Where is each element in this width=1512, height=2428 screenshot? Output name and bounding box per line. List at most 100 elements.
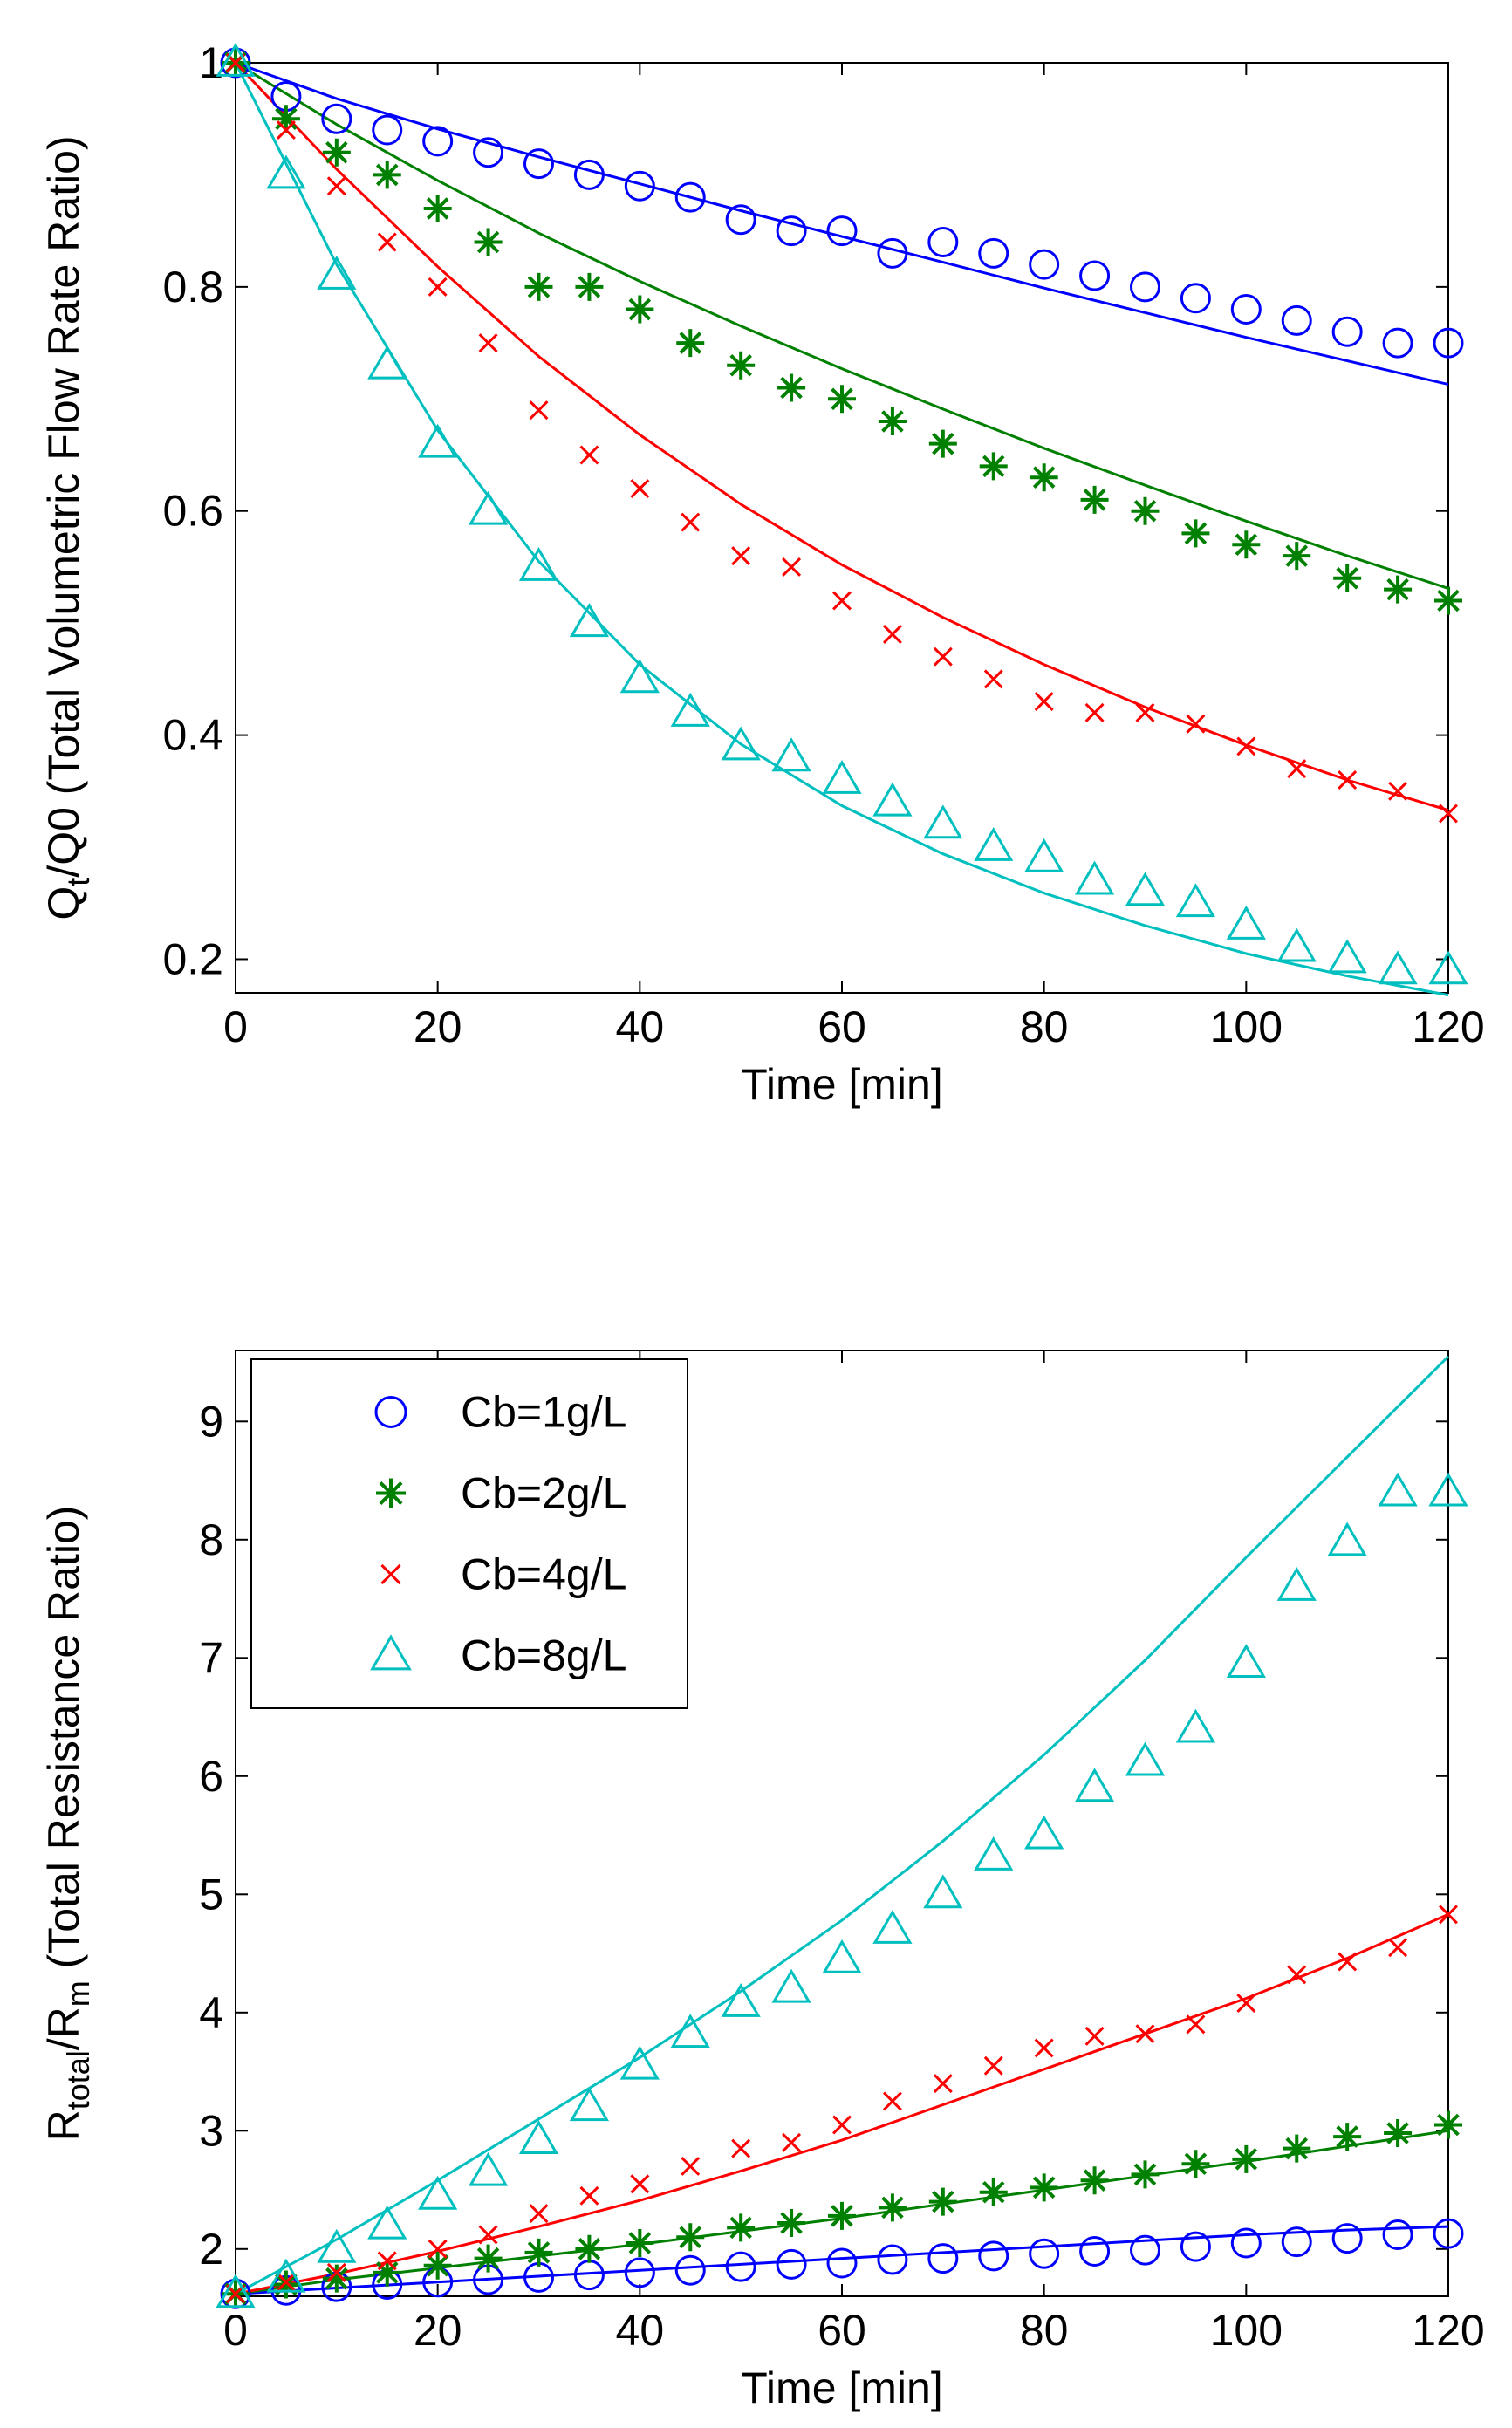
data-point-cb2 xyxy=(777,2208,806,2237)
legend: Cb=1g/L Cb=2g/L Cb=4g/L Cb=8g/L xyxy=(250,1358,688,1709)
data-point-cb1 xyxy=(1180,2231,1211,2262)
data-point-cb2 xyxy=(727,351,756,380)
data-point-cb1 xyxy=(1281,304,1312,336)
data-point-cb1 xyxy=(978,237,1009,269)
y-tick-label: 8 xyxy=(199,1515,223,1564)
y-tick-label: 3 xyxy=(199,2106,223,2155)
data-point-cb8 xyxy=(974,827,1014,861)
y-tick-label: 9 xyxy=(199,1397,223,1446)
data-point-cb8 xyxy=(518,546,559,581)
data-point-cb4 xyxy=(276,120,296,140)
data-point-cb1 xyxy=(1180,283,1211,314)
data-point-cb1 xyxy=(1331,2223,1363,2254)
data-point-cb8 xyxy=(418,423,458,458)
data-point-cb8 xyxy=(670,2014,710,2048)
y-axis-title: Qt/Q0 (Total Volumetric Flow Rate Ratio) xyxy=(39,135,96,920)
data-point-cb2 xyxy=(777,373,806,402)
data-point-cb8 xyxy=(367,345,407,380)
data-point-cb4 xyxy=(478,333,498,353)
data-point-cb8 xyxy=(1327,1522,1367,1556)
data-point-cb1 xyxy=(776,2248,807,2280)
data-point-cb1 xyxy=(1382,2219,1413,2251)
data-point-cb4 xyxy=(1236,736,1256,756)
data-point-cb8 xyxy=(872,782,913,817)
data-point-cb1 xyxy=(826,215,858,247)
data-point-cb2 xyxy=(575,272,604,301)
data-point-cb4 xyxy=(326,2262,346,2282)
x-tick-label: 40 xyxy=(616,1002,665,1051)
data-point-cb2 xyxy=(1434,586,1462,615)
data-point-cb8 xyxy=(1378,950,1418,985)
data-point-cb4 xyxy=(832,591,852,611)
legend-label-cb4: Cb=4g/L xyxy=(461,1550,626,1599)
data-point-cb1 xyxy=(1382,327,1413,359)
data-point-cb4 xyxy=(1338,1952,1358,1972)
data-point-cb1 xyxy=(1079,260,1111,291)
data-point-cb4 xyxy=(1034,2038,1054,2058)
data-point-cb4 xyxy=(1084,702,1105,722)
data-point-cb2 xyxy=(524,272,553,301)
data-point-cb1 xyxy=(573,159,605,190)
data-point-cb4 xyxy=(933,2074,953,2094)
data-point-cb2 xyxy=(878,2193,907,2222)
data-point-cb1 xyxy=(1433,327,1464,359)
data-point-cb1 xyxy=(776,215,807,247)
data-point-cb1 xyxy=(1230,294,1262,325)
data-point-cb8 xyxy=(1024,838,1064,872)
data-point-cb4 xyxy=(1388,781,1408,801)
data-point-cb2 xyxy=(1131,2160,1160,2189)
data-point-cb1 xyxy=(927,226,959,257)
data-point-cb4 xyxy=(1135,2024,1155,2044)
data-point-cb4 xyxy=(882,625,902,644)
data-point-cb1 xyxy=(877,237,908,269)
data-point-cb4 xyxy=(681,2156,701,2176)
data-point-cb2 xyxy=(524,2238,553,2267)
data-point-cb2 xyxy=(727,2213,756,2242)
data-point-cb1 xyxy=(624,2257,655,2288)
y-tick-label: 4 xyxy=(199,1988,223,2037)
data-point-cb8 xyxy=(771,1968,811,2003)
data-point-cb2 xyxy=(979,452,1008,481)
data-point-cb4 xyxy=(933,646,953,667)
y-tick-label: 0.8 xyxy=(162,263,223,311)
data-point-cb2 xyxy=(1080,485,1109,514)
x-axis-title: Time [min] xyxy=(741,2363,943,2412)
y-tick-label: 1 xyxy=(199,38,223,87)
data-point-cb1 xyxy=(1230,2227,1262,2259)
data-point-cb2 xyxy=(1283,542,1311,571)
data-point-cb4 xyxy=(529,400,549,421)
data-point-cb8 xyxy=(317,2228,357,2263)
x-tick-label: 100 xyxy=(1210,1002,1283,1051)
data-point-cb1 xyxy=(826,2247,858,2279)
data-point-cb8 xyxy=(216,2274,256,2308)
legend-marker-cb2 xyxy=(376,1478,406,1508)
data-point-cb4 xyxy=(529,2204,549,2224)
data-point-cb8 xyxy=(418,2175,458,2210)
data-point-cb1 xyxy=(422,126,454,157)
data-point-cb1 xyxy=(1331,316,1363,347)
data-point-cb1 xyxy=(372,114,403,146)
data-point-cb1 xyxy=(321,103,352,134)
data-point-cb4 xyxy=(579,2185,599,2206)
data-point-cb1 xyxy=(1281,2226,1312,2258)
data-point-cb4 xyxy=(1439,804,1458,824)
data-point-cb8 xyxy=(317,256,357,290)
data-point-cb2 xyxy=(1232,530,1261,559)
data-point-cb4 xyxy=(1135,702,1155,722)
data-point-cb2 xyxy=(474,228,503,256)
data-point-cb8 xyxy=(1226,905,1266,940)
data-point-cb8 xyxy=(1175,1708,1216,1743)
data-point-cb1 xyxy=(978,2240,1009,2272)
data-point-cb1 xyxy=(523,148,554,180)
data-point-cb4 xyxy=(832,2115,852,2135)
data-point-cb4 xyxy=(983,669,1003,689)
legend-label-cb1: Cb=1g/L xyxy=(461,1387,626,1436)
data-point-cb8 xyxy=(923,804,963,839)
data-point-cb8 xyxy=(266,154,306,189)
legend-marker-cb8 xyxy=(370,1634,412,1671)
data-point-cb4 xyxy=(326,176,346,196)
x-tick-label: 80 xyxy=(1020,1002,1069,1051)
data-point-cb2 xyxy=(626,295,654,324)
data-point-cb2 xyxy=(575,2234,604,2263)
